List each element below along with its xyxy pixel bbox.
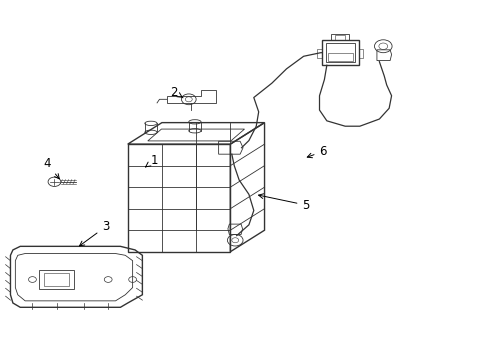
Bar [44, 273, 69, 286]
Bar [39, 270, 74, 289]
Bar [326, 43, 355, 62]
Text: 1: 1 [146, 154, 158, 167]
Bar [359, 49, 364, 58]
Bar [322, 40, 359, 65]
Bar [317, 49, 322, 58]
Bar [328, 53, 353, 61]
Text: 6: 6 [307, 145, 327, 158]
Text: 4: 4 [43, 157, 59, 179]
Bar [335, 35, 345, 40]
Bar [331, 34, 349, 40]
Text: 5: 5 [259, 194, 310, 212]
Text: 3: 3 [79, 220, 109, 246]
Text: 2: 2 [171, 86, 183, 99]
